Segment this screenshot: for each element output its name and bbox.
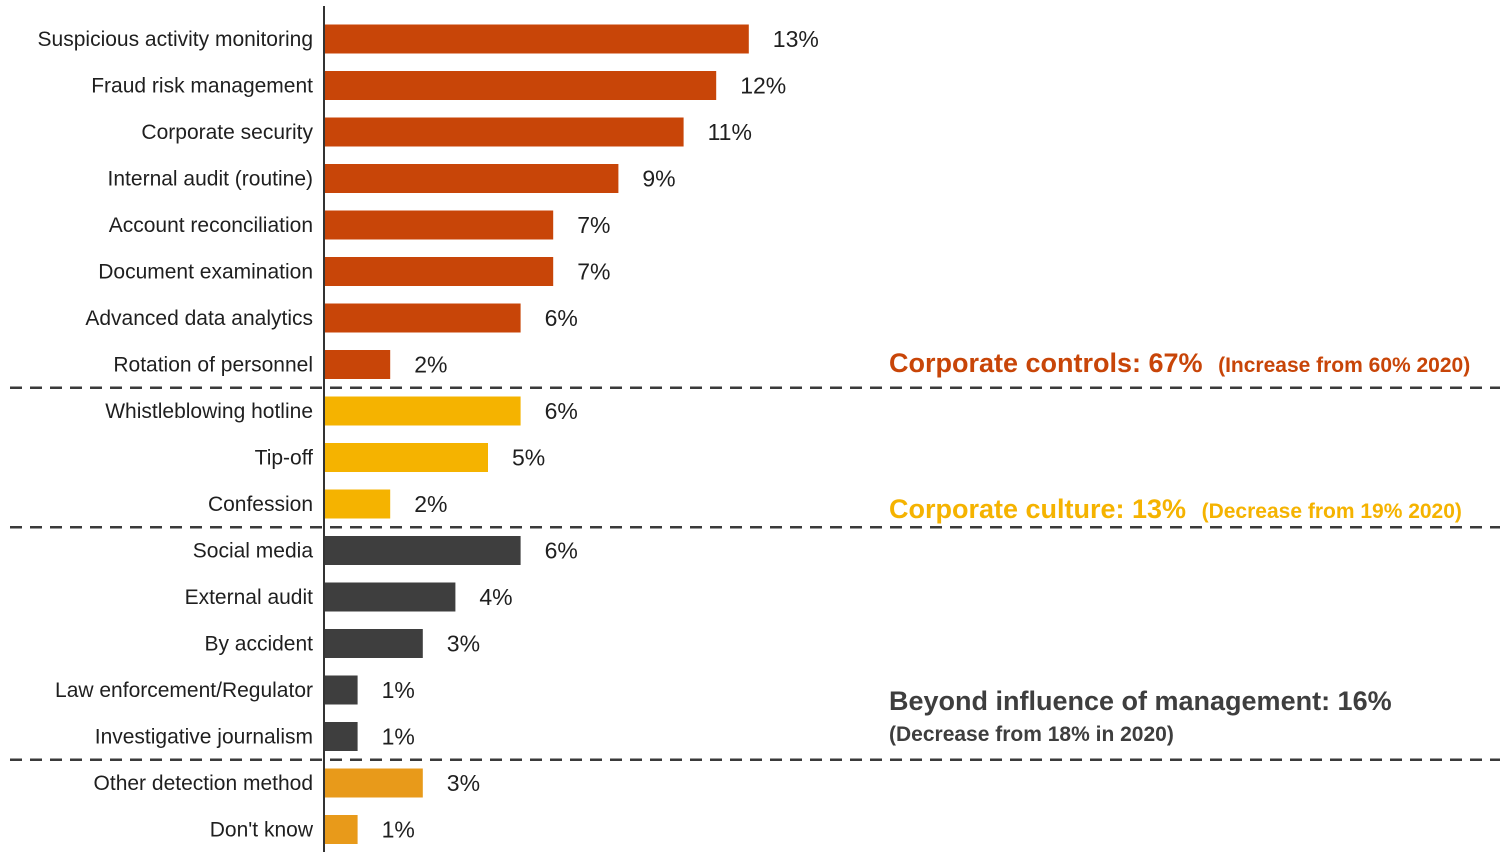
category-label-document-examination: Document examination bbox=[98, 261, 313, 284]
category-label-account-reconciliation: Account reconciliation bbox=[109, 214, 313, 237]
value-label-social-media: 6% bbox=[545, 538, 578, 564]
category-label-suspicious-activity-monitoring: Suspicious activity monitoring bbox=[38, 28, 313, 51]
category-label-law-enforcement-regulator: Law enforcement/Regulator bbox=[55, 679, 313, 702]
category-label-internal-audit-routine: Internal audit (routine) bbox=[108, 168, 313, 191]
bar-rotation-of-personnel bbox=[325, 350, 391, 379]
bar-external-audit bbox=[325, 582, 456, 612]
category-label-other-detection-method: Other detection method bbox=[94, 772, 313, 795]
group-dividers bbox=[10, 386, 1500, 762]
category-label-tip-off: Tip-off bbox=[255, 447, 314, 470]
group-annotations: Corporate controls: 67% (Increase from 6… bbox=[889, 348, 1470, 746]
group-label-controls-main: Corporate controls: 67% bbox=[889, 348, 1203, 378]
value-label-investigative-journalism: 1% bbox=[382, 724, 415, 750]
bar-other-detection-method bbox=[325, 768, 423, 798]
value-label-confession: 2% bbox=[414, 491, 447, 517]
group-label-culture-main: Corporate culture: 13% bbox=[889, 494, 1186, 524]
value-label-external-audit: 4% bbox=[479, 584, 512, 610]
bar-fraud-risk-management bbox=[325, 71, 717, 100]
group-label-controls: Corporate controls: 67% (Increase from 6… bbox=[889, 348, 1470, 378]
bar-don-t-know bbox=[325, 815, 358, 844]
group-label-culture-note: (Decrease from 19% 2020) bbox=[1202, 500, 1462, 523]
bar-suspicious-activity-monitoring bbox=[325, 24, 749, 54]
bar-whistleblowing-hotline bbox=[325, 396, 521, 426]
value-label-by-accident: 3% bbox=[447, 631, 480, 657]
group-note-beyond: (Decrease from 18% in 2020) bbox=[889, 723, 1174, 746]
value-label-suspicious-activity-monitoring: 13% bbox=[773, 26, 819, 52]
labels-layer: Suspicious activity monitoring 13% Fraud r… bbox=[38, 26, 819, 843]
group-label-controls-note: (Increase from 60% 2020) bbox=[1218, 354, 1470, 377]
bar-investigative-journalism bbox=[325, 722, 358, 751]
category-label-investigative-journalism: Investigative journalism bbox=[95, 726, 313, 749]
category-label-advanced-data-analytics: Advanced data analytics bbox=[85, 307, 313, 330]
bar-by-accident bbox=[325, 629, 423, 658]
category-label-external-audit: External audit bbox=[185, 586, 314, 609]
group-label-beyond: Beyond influence of management: 16% bbox=[889, 686, 1392, 716]
group-label-culture: Corporate culture: 13% (Decrease from 19… bbox=[889, 494, 1462, 524]
value-label-internal-audit-routine: 9% bbox=[642, 166, 675, 192]
category-label-by-accident: By accident bbox=[204, 633, 313, 656]
value-label-corporate-security: 11% bbox=[708, 119, 752, 145]
value-label-law-enforcement-regulator: 1% bbox=[382, 677, 415, 703]
bar-document-examination bbox=[325, 257, 554, 286]
category-label-fraud-risk-management: Fraud risk management bbox=[91, 75, 313, 98]
bars-layer bbox=[325, 24, 749, 844]
value-label-account-reconciliation: 7% bbox=[577, 212, 610, 238]
category-label-whistleblowing-hotline: Whistleblowing hotline bbox=[105, 400, 313, 423]
value-label-advanced-data-analytics: 6% bbox=[545, 305, 578, 331]
category-label-corporate-security: Corporate security bbox=[141, 121, 313, 144]
value-label-don-t-know: 1% bbox=[382, 817, 415, 843]
value-label-rotation-of-personnel: 2% bbox=[414, 352, 447, 378]
value-label-document-examination: 7% bbox=[577, 259, 610, 285]
bar-confession bbox=[325, 489, 391, 519]
bar-internal-audit-routine bbox=[325, 164, 619, 193]
value-label-tip-off: 5% bbox=[512, 445, 545, 471]
category-label-rotation-of-personnel: Rotation of personnel bbox=[113, 354, 313, 377]
value-label-fraud-risk-management: 12% bbox=[740, 73, 786, 99]
category-label-confession: Confession bbox=[208, 493, 313, 516]
value-label-other-detection-method: 3% bbox=[447, 770, 480, 796]
value-label-whistleblowing-hotline: 6% bbox=[545, 398, 578, 424]
bar-corporate-security bbox=[325, 117, 684, 147]
bar-social-media bbox=[325, 536, 521, 565]
bar-advanced-data-analytics bbox=[325, 303, 521, 333]
category-label-social-media: Social media bbox=[193, 540, 314, 563]
category-label-don-t-know: Don't know bbox=[210, 819, 314, 842]
bar-account-reconciliation bbox=[325, 210, 554, 240]
bar-tip-off bbox=[325, 443, 488, 472]
bar-law-enforcement-regulator bbox=[325, 675, 358, 705]
